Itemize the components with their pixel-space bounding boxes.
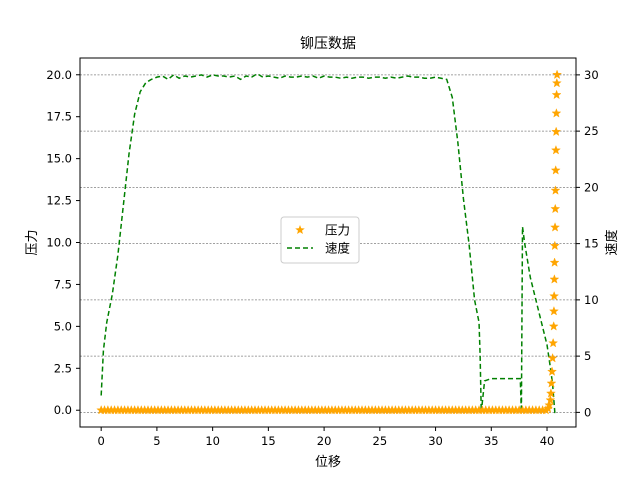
x-tick-label: 10 bbox=[205, 434, 220, 448]
y2-tick-label: 5 bbox=[584, 349, 591, 363]
pressure-data-point bbox=[548, 321, 559, 331]
pressure-data-point bbox=[548, 337, 559, 348]
y-tick-label: 17.5 bbox=[46, 110, 72, 124]
y2-tick-label: 10 bbox=[584, 293, 599, 307]
x-axis-label: 位移 bbox=[315, 455, 341, 470]
legend-label-pressure: 压力 bbox=[325, 223, 350, 238]
y-tick-label: 2.5 bbox=[54, 361, 72, 375]
legend: 压力 速度 bbox=[280, 216, 360, 264]
pressure-data-point bbox=[551, 77, 562, 88]
pressure-data-point bbox=[550, 203, 561, 214]
x-tick-label: 30 bbox=[428, 434, 443, 448]
pressure-data-point bbox=[549, 257, 560, 267]
pressure-data-point bbox=[549, 240, 560, 251]
pressure-data-point bbox=[551, 126, 562, 136]
x-tick-label: 25 bbox=[373, 434, 388, 448]
y2-tick-label: 0 bbox=[584, 405, 591, 419]
pressure-data-point bbox=[550, 185, 561, 195]
y2-tick-label: 25 bbox=[584, 124, 599, 138]
y2-tick-label: 20 bbox=[584, 180, 599, 194]
y-axis-label: 压力 bbox=[25, 229, 40, 255]
x-tick-label: 35 bbox=[484, 434, 499, 448]
x-tick-label: 0 bbox=[98, 434, 105, 448]
legend-label-speed: 速度 bbox=[325, 241, 351, 256]
pressure-data-point bbox=[551, 108, 562, 118]
pressure-data-point bbox=[546, 378, 557, 388]
y-tick-label: 12.5 bbox=[46, 194, 72, 208]
y-tick-label: 20.0 bbox=[46, 68, 72, 82]
x-tick-label: 5 bbox=[153, 434, 160, 448]
y-tick-label: 10.0 bbox=[46, 236, 72, 250]
pressure-data-point bbox=[550, 165, 561, 175]
pressure-data-point bbox=[549, 274, 560, 284]
pressure-data-point bbox=[551, 89, 562, 100]
legend-pressure-star-marker bbox=[295, 225, 305, 235]
pressure-data-point bbox=[546, 388, 556, 398]
chart-title: 铆压数据 bbox=[300, 36, 356, 52]
pressure-data-point bbox=[547, 366, 557, 376]
pressure-data-point bbox=[552, 69, 562, 79]
axes: 0 5 10 15 20 25 30 0 5 10 15 20 25 30 35 40 0.0 2.5 5.0 7.5… bbox=[46, 68, 598, 448]
y2-axis-label: 速度 bbox=[604, 229, 620, 255]
x-tick-label: 40 bbox=[540, 434, 555, 448]
y-tick-label: 15.0 bbox=[46, 152, 72, 166]
x-tick-label: 20 bbox=[317, 434, 332, 448]
x-tick-label: 15 bbox=[261, 434, 276, 448]
pressure-data-point bbox=[549, 290, 560, 301]
y2-tick-label: 15 bbox=[584, 237, 599, 251]
speed-series-line bbox=[100, 72, 556, 414]
y2-tick-label: 30 bbox=[584, 68, 599, 82]
plot-data bbox=[96, 69, 562, 415]
pressure-data-point bbox=[551, 145, 561, 155]
pressure-data-point bbox=[545, 394, 556, 405]
y-tick-label: 0.0 bbox=[54, 403, 72, 417]
y-tick-label: 5.0 bbox=[54, 319, 72, 333]
y-tick-label: 7.5 bbox=[54, 277, 72, 291]
pressure-data-point bbox=[547, 353, 558, 363]
pressure-data-point bbox=[549, 306, 559, 316]
pressure-data-point bbox=[550, 222, 560, 232]
